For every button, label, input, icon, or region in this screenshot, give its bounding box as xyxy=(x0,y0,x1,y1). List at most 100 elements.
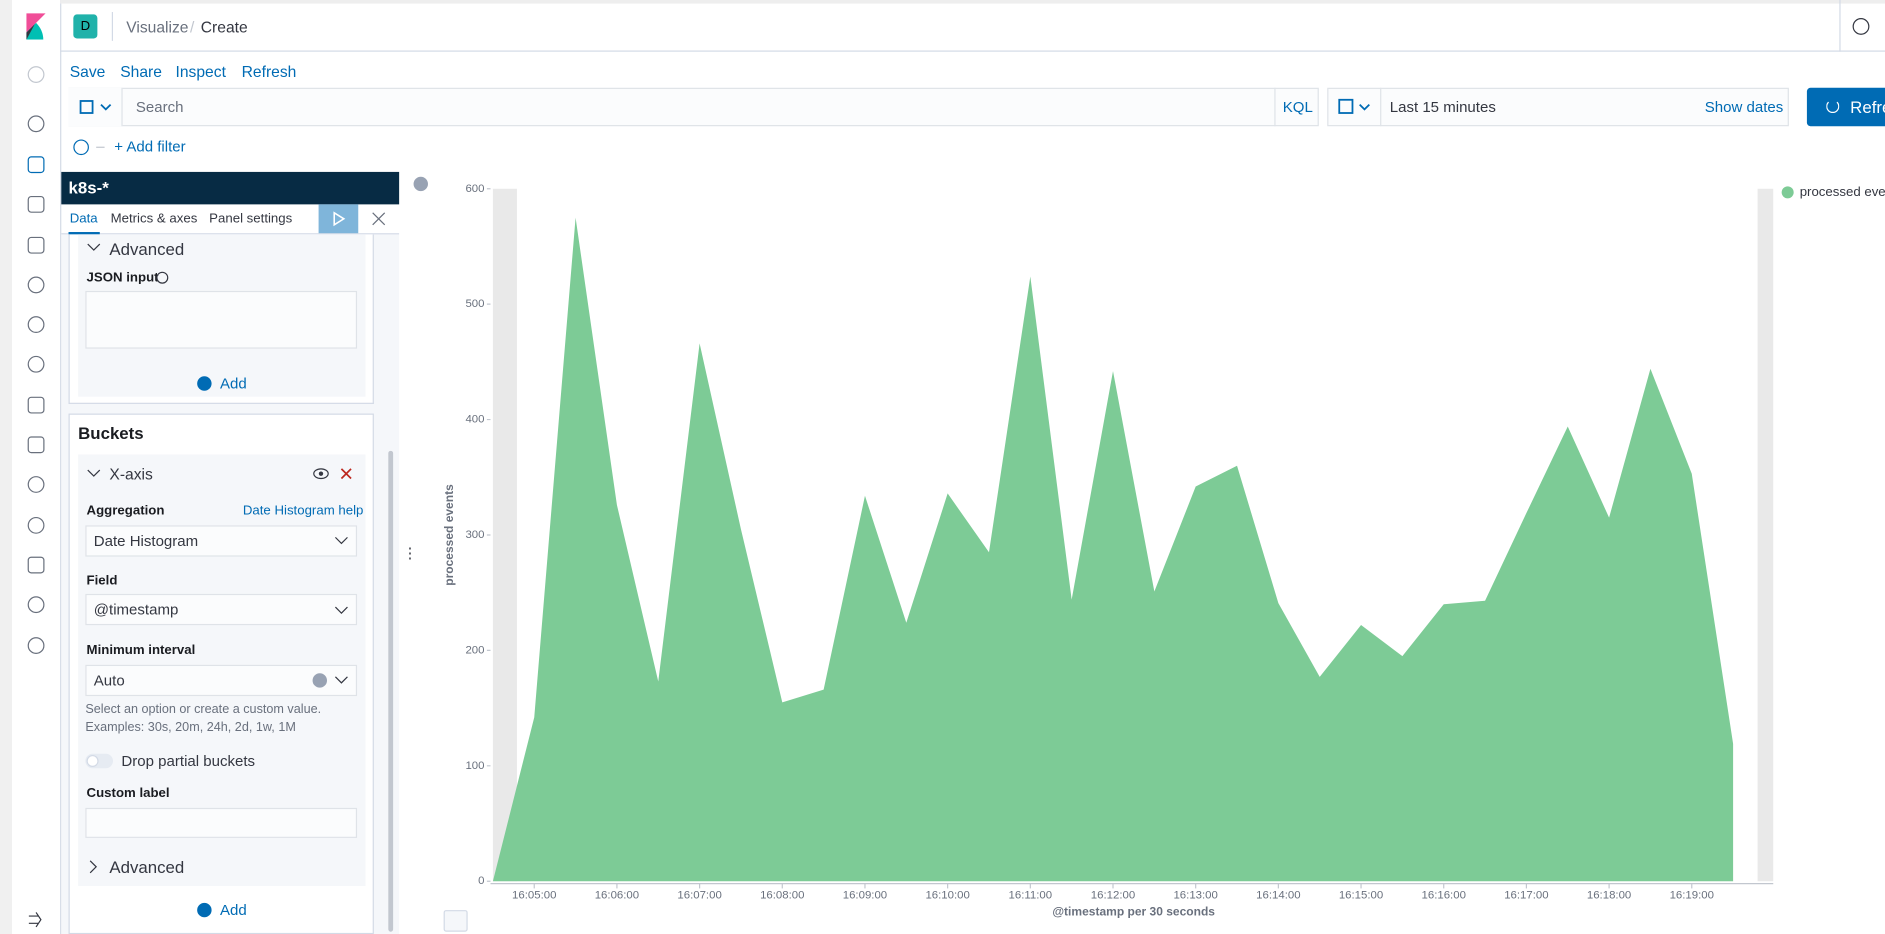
search-input[interactable]: Search xyxy=(135,98,184,116)
x-tick-label: 16:08:00 xyxy=(760,890,804,902)
divider xyxy=(96,146,105,148)
x-tick-label: 16:07:00 xyxy=(677,890,721,902)
saved-query-button[interactable] xyxy=(68,87,123,127)
menu-inspect[interactable]: Inspect xyxy=(175,62,226,81)
tab-panel-settings[interactable]: Panel settings xyxy=(209,211,293,227)
side-nav xyxy=(12,0,62,934)
drop-partial-label[interactable]: Drop partial buckets xyxy=(121,752,256,770)
help-icon[interactable] xyxy=(1852,18,1870,35)
chevron-down[interactable] xyxy=(87,242,101,254)
nav-canvas[interactable] xyxy=(27,236,45,254)
json-input[interactable] xyxy=(85,290,358,349)
toggle-visibility[interactable] xyxy=(313,466,330,480)
apply-button[interactable] xyxy=(318,204,359,234)
refresh-button[interactable]: Refresh xyxy=(1806,87,1885,127)
nav-recent[interactable] xyxy=(27,66,45,83)
tab-bar xyxy=(61,204,400,235)
x-tick-label: 16:15:00 xyxy=(1339,890,1383,902)
x-tick-label: 16:14:00 xyxy=(1256,890,1300,902)
breadcrumb[interactable]: Visualize xyxy=(126,18,189,37)
chevron-down[interactable] xyxy=(87,468,101,480)
menu-refresh[interactable]: Refresh xyxy=(241,62,297,81)
header-bar xyxy=(60,0,1885,52)
x-tick-label: 16:16:00 xyxy=(1422,890,1466,902)
nav-discover[interactable] xyxy=(27,115,45,133)
chevron-down xyxy=(334,606,348,614)
collapse-editor[interactable] xyxy=(413,176,428,192)
x-tick-label: 16:09:00 xyxy=(843,890,887,902)
tab-data[interactable]: Data xyxy=(68,212,101,235)
chevron-right[interactable] xyxy=(88,860,100,874)
time-range[interactable]: Last 15 minutes xyxy=(1389,98,1496,116)
y-tick-label: 400 xyxy=(465,414,484,426)
y-tick-label: 100 xyxy=(465,760,484,772)
language-switcher[interactable]: KQL xyxy=(1282,98,1313,116)
help-text: Examples: 30s, 20m, 24h, 2d, 1w, 1M xyxy=(85,720,296,735)
nav-dashboard[interactable] xyxy=(27,195,45,213)
divider xyxy=(111,12,114,41)
x-tick-label: 16:05:00 xyxy=(512,890,556,902)
custom-label-input[interactable] xyxy=(85,807,358,838)
remove-bucket[interactable] xyxy=(340,468,352,480)
advanced-toggle[interactable]: Advanced xyxy=(109,857,185,877)
add-filter[interactable]: + Add filter xyxy=(114,138,186,156)
aggregation-select[interactable]: Date Histogram xyxy=(85,525,358,557)
discard-button[interactable] xyxy=(371,212,386,226)
custom-label-label: Custom label xyxy=(86,786,170,801)
clear-interval[interactable] xyxy=(312,673,327,688)
quick-select[interactable] xyxy=(1327,87,1382,127)
tab-metrics-axes[interactable]: Metrics & axes xyxy=(110,211,198,227)
divider xyxy=(1839,0,1841,52)
scrollbar[interactable] xyxy=(388,450,394,932)
x-tick-label: 16:18:00 xyxy=(1587,890,1631,902)
menu-save[interactable]: Save xyxy=(69,62,106,81)
refresh-button-label: Refresh xyxy=(1850,97,1885,117)
nav-visualize[interactable] xyxy=(27,156,45,174)
resize-handle[interactable]: ⋮ xyxy=(402,544,418,562)
nav-ml[interactable] xyxy=(27,316,45,334)
filter-options[interactable] xyxy=(73,139,89,156)
window-strip xyxy=(0,0,13,934)
menu-share[interactable]: Share xyxy=(120,62,162,81)
chevron-down xyxy=(334,676,348,684)
area xyxy=(492,217,1734,882)
y-tick-label: 500 xyxy=(465,298,484,310)
drop-partial-switch[interactable] xyxy=(85,753,114,769)
nav-monitoring[interactable] xyxy=(27,596,45,614)
nav-maps[interactable] xyxy=(27,276,45,294)
nav-infra[interactable] xyxy=(27,355,45,373)
query-bar xyxy=(68,87,1319,127)
add-metric[interactable]: Add xyxy=(220,375,247,392)
chart: processed events @timestamp per 30 secon… xyxy=(442,183,1885,919)
nav-uptime[interactable] xyxy=(27,476,45,493)
help-icon xyxy=(156,271,169,284)
advanced-toggle[interactable]: Advanced xyxy=(109,239,185,259)
index-pattern: k8s-* xyxy=(68,177,109,198)
legend-toggle[interactable] xyxy=(443,910,468,932)
kibana-logo[interactable] xyxy=(24,13,48,40)
x-tick-label: 16:17:00 xyxy=(1504,890,1548,902)
add-icon xyxy=(197,902,212,918)
y-tick-label: 300 xyxy=(465,529,484,541)
field-select[interactable]: @timestamp xyxy=(85,593,358,626)
interval-select[interactable]: Auto xyxy=(85,664,358,697)
add-bucket[interactable]: Add xyxy=(220,901,247,919)
help-text: Select an option or create a custom valu… xyxy=(85,702,322,717)
nav-siem[interactable] xyxy=(27,516,45,534)
legend-label: processed events xyxy=(1800,184,1885,199)
y-tick-label: 0 xyxy=(478,875,484,887)
bucket-name[interactable]: X-axis xyxy=(109,465,153,484)
show-dates[interactable]: Show dates xyxy=(1704,98,1784,116)
space-badge[interactable]: D xyxy=(73,14,98,39)
aggregation-value: Date Histogram xyxy=(93,532,199,550)
nav-apm[interactable] xyxy=(27,436,45,454)
nav-logs[interactable] xyxy=(27,396,45,414)
x-tick-label: 16:19:00 xyxy=(1670,890,1714,902)
nav-management[interactable] xyxy=(27,637,45,654)
nav-collapse[interactable] xyxy=(28,911,45,928)
nav-devtools[interactable] xyxy=(27,556,45,574)
breadcrumb-separator: / xyxy=(189,18,195,37)
help-link[interactable]: Date Histogram help xyxy=(242,503,364,519)
